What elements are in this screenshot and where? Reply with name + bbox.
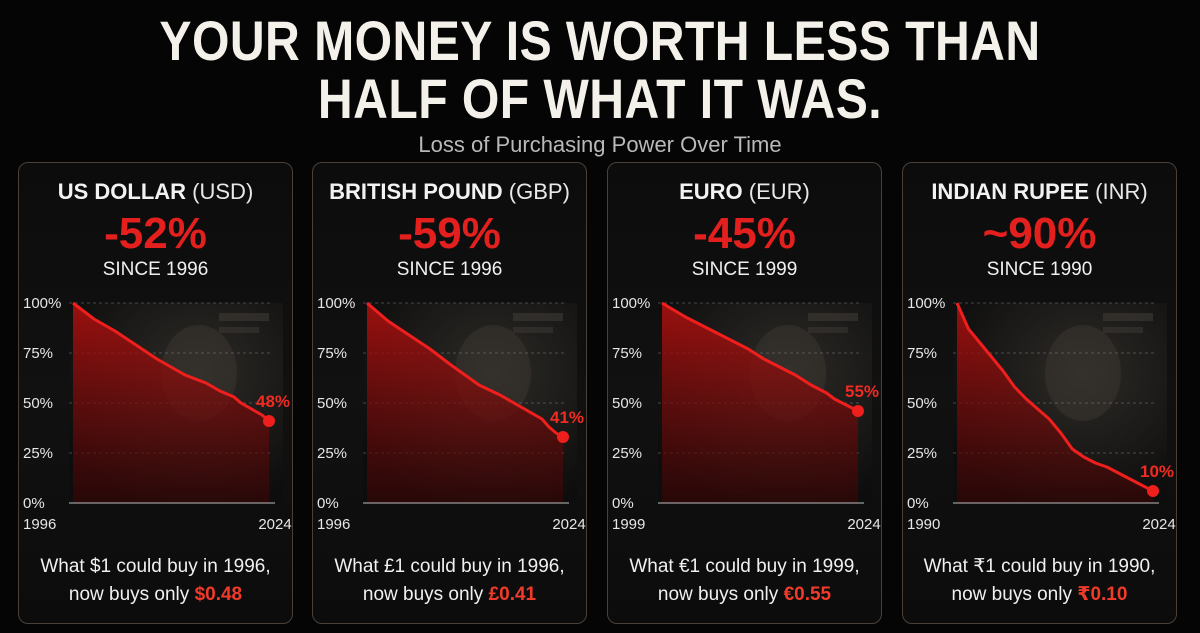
- y-tick-label: 25%: [23, 445, 53, 462]
- since-label: SINCE 1996: [396, 259, 503, 280]
- end-point: [263, 415, 275, 427]
- y-tick-label: 25%: [317, 445, 347, 462]
- caption-line-1: What $1 could buy in 1996,: [40, 556, 271, 577]
- y-tick-label: 25%: [907, 445, 937, 462]
- y-tick-label: 100%: [907, 295, 945, 312]
- portrait-silhouette: [1045, 325, 1121, 421]
- caption-prefix: now buys only: [657, 584, 779, 605]
- change-percent: ~90%: [982, 209, 1097, 258]
- currency-code: (USD): [192, 179, 254, 204]
- y-tick-label: 75%: [612, 345, 642, 362]
- caption-line-2: now buys only £0.41: [313, 581, 586, 609]
- series-line: [661, 301, 859, 413]
- series-line: [366, 301, 564, 439]
- currency-name: EURO: [679, 179, 743, 204]
- x-tick-label: 2024: [552, 516, 585, 533]
- y-tick-label: 0%: [907, 495, 929, 512]
- caption: What £1 could buy in 1996, now buys only…: [313, 553, 586, 609]
- currency-name: BRITISH POUND: [329, 179, 503, 204]
- currency-title: INDIAN RUPEE (INR): [903, 179, 1176, 205]
- caption-amount: $0.48: [194, 584, 243, 605]
- caption-prefix: now buys only: [951, 584, 1072, 605]
- caption: What $1 could buy in 1996, now buys only…: [19, 553, 292, 609]
- y-tick-label: 50%: [317, 395, 347, 412]
- y-tick-label: 50%: [23, 395, 53, 412]
- x-tick-label: 2024: [847, 516, 880, 533]
- series-line: [955, 302, 1154, 493]
- y-tick-label: 100%: [317, 295, 355, 312]
- x-tick-label: 1996: [23, 516, 56, 533]
- since-label: SINCE 1996: [102, 259, 209, 280]
- caption-amount: €0.55: [783, 584, 832, 605]
- end-value-label: 10%: [1140, 462, 1174, 481]
- end-point: [852, 405, 864, 417]
- series-area: [662, 303, 858, 503]
- currency-code: (GBP): [508, 179, 570, 204]
- caption-line-1: What £1 could buy in 1996,: [334, 556, 565, 577]
- series-area: [957, 303, 1153, 503]
- y-tick-label: 100%: [23, 295, 61, 312]
- purchasing-power-chart: 100% 75% 50% 25% 0% 41% 1996 2024: [317, 295, 586, 533]
- caption-prefix: now buys only: [362, 584, 484, 605]
- x-tick-label: 2024: [1142, 516, 1175, 533]
- x-tick-label: 1996: [317, 516, 350, 533]
- y-tick-label: 50%: [612, 395, 642, 412]
- y-tick-label: 0%: [612, 495, 634, 512]
- currency-name: INDIAN RUPEE: [931, 179, 1089, 204]
- since-label: SINCE 1990: [986, 259, 1093, 280]
- series-area: [367, 303, 563, 503]
- change-percent: -52%: [104, 209, 207, 258]
- y-tick-label: 0%: [317, 495, 339, 512]
- currency-panel-eur: EURO (EUR) -45% SINCE 1999 What €1 could…: [607, 162, 882, 624]
- caption-amount: ₹0.10: [1077, 584, 1128, 605]
- end-point: [1147, 485, 1159, 497]
- change-percent: -45%: [693, 209, 796, 258]
- currency-panel-gbp: BRITISH POUND (GBP) -59% SINCE 1996 What…: [312, 162, 587, 624]
- x-tick-label: 1999: [612, 516, 645, 533]
- caption-line-2: now buys only $0.48: [19, 581, 292, 609]
- x-tick-label: 1990: [907, 516, 940, 533]
- headline-line-2: HALF OF WHAT IT WAS.: [317, 67, 883, 130]
- caption-amount: £0.41: [488, 584, 537, 605]
- caption-line-1: What ₹1 could buy in 1990,: [923, 556, 1156, 577]
- headline: YOUR MONEY IS WORTH LESS THAN HALF OF WH…: [84, 12, 1116, 128]
- change-percent: -59%: [398, 209, 501, 258]
- end-point: [557, 431, 569, 443]
- y-tick-label: 0%: [23, 495, 45, 512]
- series-area: [73, 303, 269, 503]
- currency-title: BRITISH POUND (GBP): [313, 179, 586, 205]
- currency-name: US DOLLAR: [57, 179, 187, 204]
- currency-title: US DOLLAR (USD): [19, 179, 292, 205]
- caption: What ₹1 could buy in 1990, now buys only…: [903, 553, 1176, 609]
- currency-title: EURO (EUR): [608, 179, 881, 205]
- headline-line-1: YOUR MONEY IS WORTH LESS THAN: [159, 9, 1041, 72]
- currency-panel-inr: INDIAN RUPEE (INR) ~90% SINCE 1990 What …: [902, 162, 1177, 624]
- subtitle: Loss of Purchasing Power Over Time: [418, 132, 782, 157]
- y-tick-label: 75%: [317, 345, 347, 362]
- purchasing-power-chart: 100% 75% 50% 25% 0% 10% 1990 2024: [907, 295, 1176, 533]
- currency-code: (INR): [1095, 179, 1148, 204]
- currency-code: (EUR): [748, 179, 810, 204]
- y-tick-label: 75%: [23, 345, 53, 362]
- purchasing-power-chart: 100% 75% 50% 25% 0% 55% 1999 2024: [612, 295, 881, 533]
- x-tick-label: 2024: [258, 516, 291, 533]
- since-label: SINCE 1999: [691, 259, 798, 280]
- y-tick-label: 25%: [612, 445, 642, 462]
- purchasing-power-chart: 100% 75% 50% 25% 0% 48% 1996 2024: [23, 295, 292, 533]
- y-tick-label: 75%: [907, 345, 937, 362]
- end-value-label: 55%: [845, 382, 879, 401]
- caption-line-1: What €1 could buy in 1999,: [629, 556, 860, 577]
- caption-prefix: now buys only: [68, 584, 190, 605]
- series-line: [72, 301, 270, 423]
- caption: What €1 could buy in 1999, now buys only…: [608, 553, 881, 609]
- end-value-label: 41%: [550, 408, 584, 427]
- caption-line-2: now buys only €0.55: [608, 581, 881, 609]
- caption-line-2: now buys only ₹0.10: [903, 581, 1176, 609]
- y-tick-label: 50%: [907, 395, 937, 412]
- y-tick-label: 100%: [612, 295, 650, 312]
- currency-panel-usd: US DOLLAR (USD) -52% SINCE 1996 What $1 …: [18, 162, 293, 624]
- end-value-label: 48%: [256, 392, 290, 411]
